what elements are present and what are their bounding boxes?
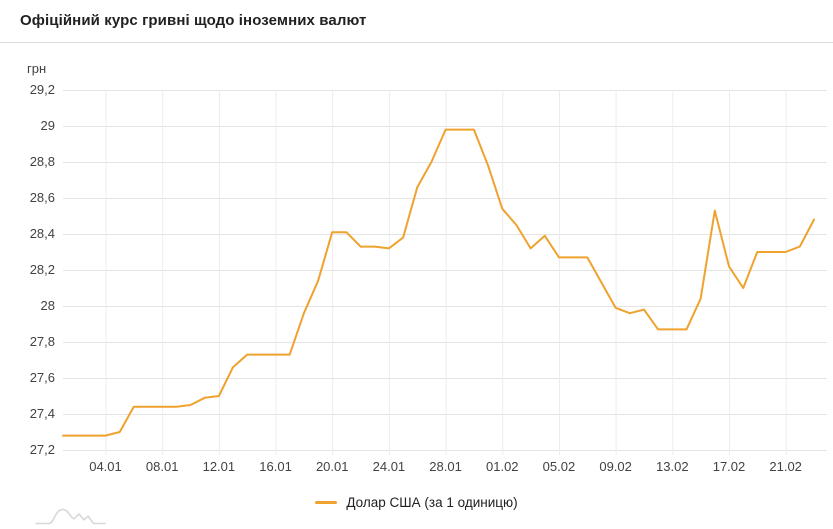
- x-axis-tick-label: 24.01: [372, 459, 406, 474]
- y-axis-tick-label: 28,2: [29, 262, 55, 277]
- x-axis-tick-label: 05.02: [542, 459, 576, 474]
- x-axis-tick-label: 17.02: [712, 459, 746, 474]
- x-axis-tick-label: 09.02: [599, 459, 632, 474]
- x-axis-tick-label: 08.01: [145, 459, 179, 474]
- y-axis-tick-label: 27,2: [29, 442, 55, 457]
- header: Офіційний курс гривні щодо іноземних вал…: [0, 0, 833, 43]
- x-axis-tick-label: 04.01: [89, 459, 122, 474]
- x-axis-tick-label: 12.01: [202, 459, 236, 474]
- y-axis-tick-label: 29,2: [29, 82, 55, 97]
- y-axis-tick-label: 27,4: [29, 406, 55, 421]
- chart-grid: [63, 90, 827, 455]
- x-axis-tick-label: 20.01: [315, 459, 349, 474]
- x-axis-tick-label: 21.02: [769, 459, 802, 474]
- y-axis-tick-label: 29: [40, 118, 55, 133]
- legend-line-swatch: [315, 500, 338, 504]
- legend-label: Долар США (за 1 одиницю): [346, 494, 518, 510]
- usd-series-line[interactable]: [62, 128, 815, 437]
- y-axis-unit-label: грн: [27, 61, 47, 76]
- page-title: Офіційний курс гривні щодо іноземних вал…: [20, 12, 367, 29]
- y-axis-tick-label: 28,6: [29, 190, 55, 205]
- x-axis-tick-label: 13.02: [656, 459, 689, 474]
- navigator-area-chart-icon: [35, 508, 106, 525]
- legend-item-usd[interactable]: Долар США (за 1 одиницю): [315, 494, 518, 510]
- x-axis-tick-label: 01.02: [485, 459, 519, 474]
- y-axis-tick-label: 27,6: [29, 370, 55, 385]
- legend: Долар США (за 1 одиницю): [0, 492, 833, 512]
- y-axis-tick-label: 28,4: [29, 226, 55, 241]
- x-axis-tick-label: 16.01: [259, 459, 292, 474]
- y-axis-tick-label: 28,8: [29, 154, 55, 169]
- y-axis-tick-label: 28: [40, 298, 55, 313]
- y-axis-tick-label: 27,8: [29, 334, 55, 349]
- x-axis-tick-label: 28.01: [429, 459, 462, 474]
